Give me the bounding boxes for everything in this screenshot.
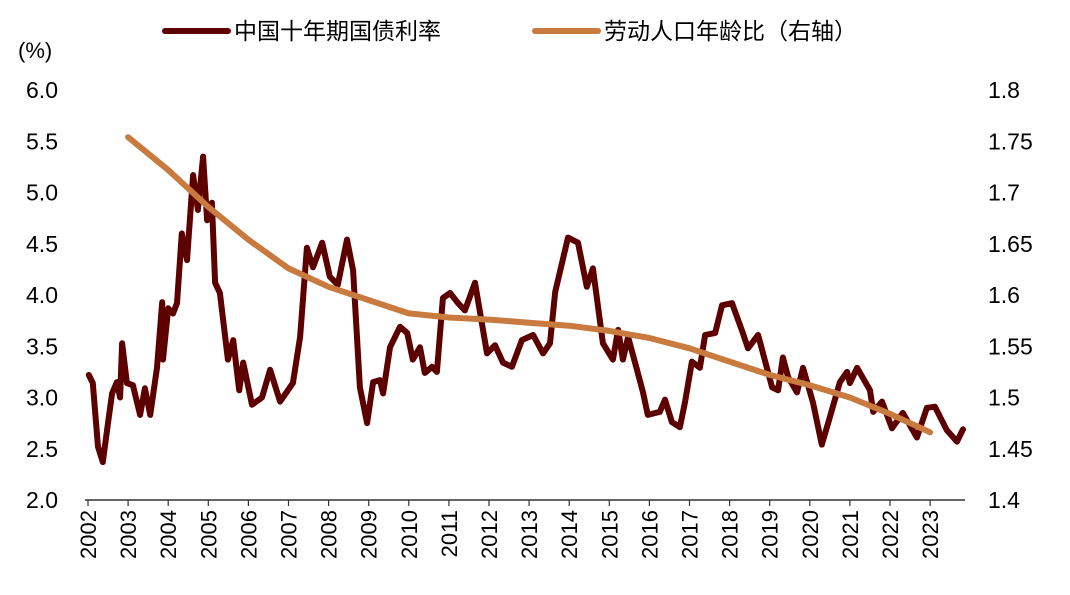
right-axis: 1.4 1.45 1.5 1.55 1.6 1.65 1.7 1.75 1.8 <box>988 77 1033 513</box>
x-tick-label: 2016 <box>637 510 662 559</box>
x-tick-label: 2010 <box>397 510 422 559</box>
x-tick-label: 2005 <box>196 510 221 559</box>
right-tick-label: 1.8 <box>988 77 1020 103</box>
right-tick-label: 1.55 <box>988 333 1033 359</box>
x-tick-label: 2011 <box>437 510 462 557</box>
left-tick-label: 5.5 <box>26 128 58 154</box>
x-tick-label: 2019 <box>758 510 783 559</box>
left-tick-label: 6.0 <box>26 77 58 103</box>
x-tick-label: 2020 <box>798 510 823 559</box>
x-tick-label: 2023 <box>918 510 943 559</box>
left-axis-unit-label: (%) <box>18 38 52 63</box>
x-tick-label: 2015 <box>597 510 622 559</box>
x-tick-label: 2014 <box>557 510 582 559</box>
right-tick-label: 1.5 <box>988 385 1020 411</box>
left-tick-label: 4.0 <box>26 282 58 308</box>
x-tick-label: 2008 <box>317 510 342 559</box>
x-tick-label: 2022 <box>878 510 903 559</box>
left-tick-label: 5.0 <box>26 180 58 206</box>
left-axis: 2.0 2.5 3.0 3.5 4.0 4.5 5.0 5.5 6.0 <box>26 77 58 513</box>
left-tick-label: 2.5 <box>26 436 58 462</box>
x-axis: 2002 2003 2004 2005 2006 2007 2008 2009 2010 2011… <box>76 499 965 559</box>
right-tick-label: 1.45 <box>988 436 1033 462</box>
x-tick-label: 2007 <box>277 510 302 559</box>
left-tick-label: 2.0 <box>26 487 58 513</box>
x-tick-label: 2006 <box>236 510 261 559</box>
x-tick-label: 2018 <box>718 510 743 559</box>
left-tick-label: 3.5 <box>26 333 58 359</box>
series-line-labor-ratio <box>125 134 934 436</box>
x-tick-label: 2009 <box>357 510 382 559</box>
right-tick-label: 1.6 <box>988 282 1020 308</box>
right-tick-label: 1.7 <box>988 180 1020 206</box>
legend-label-labor-ratio: 劳动人口年龄比（右轴） <box>604 18 857 44</box>
x-tick-label: 2003 <box>116 510 141 559</box>
x-tick-label: 2012 <box>477 510 502 559</box>
x-tick-label: 2004 <box>156 510 181 559</box>
right-tick-label: 1.4 <box>988 487 1020 513</box>
left-tick-label: 4.5 <box>26 231 58 257</box>
x-tick-label: 2021 <box>838 510 863 559</box>
right-tick-label: 1.75 <box>988 128 1033 154</box>
legend-label-bond-yield: 中国十年期国债利率 <box>234 18 441 44</box>
series-layer <box>85 134 966 466</box>
series-line-bond-yield <box>85 153 966 466</box>
legend: 中国十年期国债利率 劳动人口年龄比（右轴） <box>162 18 857 44</box>
right-tick-label: 1.65 <box>988 231 1033 257</box>
x-tick-label: 2002 <box>76 510 101 559</box>
left-tick-label: 3.0 <box>26 385 58 411</box>
x-tick-label: 2013 <box>517 510 542 559</box>
x-tick-label: 2017 <box>678 510 703 559</box>
